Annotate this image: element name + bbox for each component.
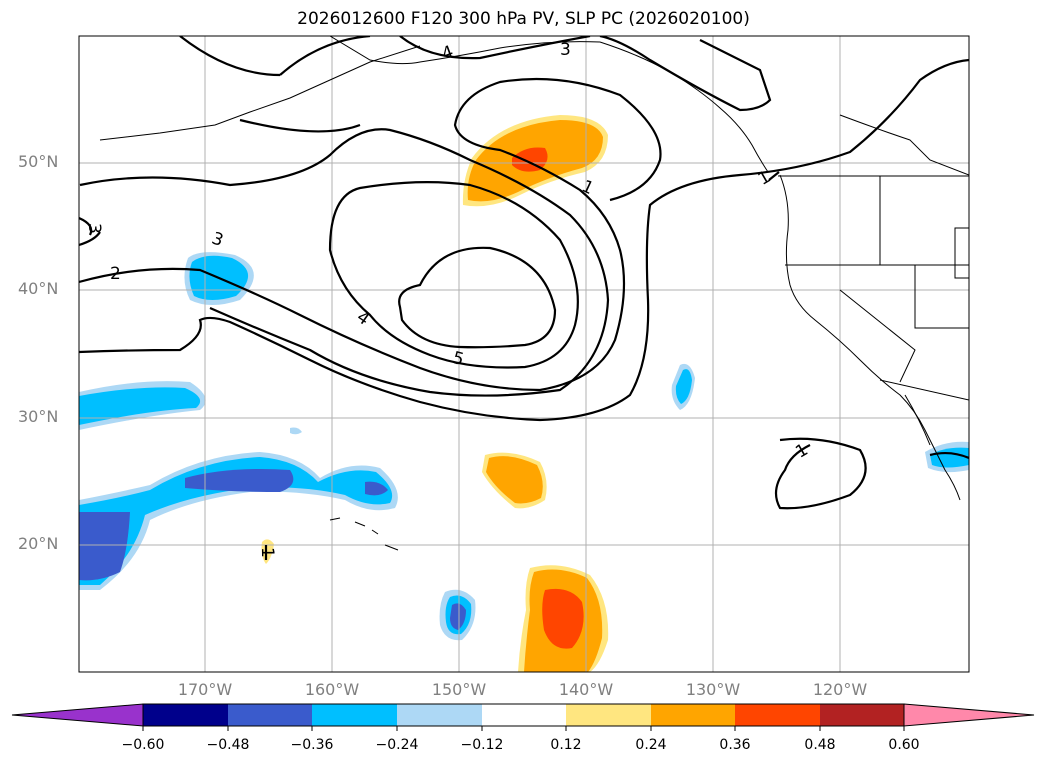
colorbar-segment <box>651 704 735 726</box>
colorbar-tick-label: −0.12 <box>460 737 504 753</box>
colorbar-tick-label: 0.24 <box>635 737 667 753</box>
pv-negative-shading <box>79 252 969 641</box>
colorbar-segment <box>482 704 566 726</box>
colorbar-tick-label: −0.60 <box>121 737 165 753</box>
colorbar-tick-label: 0.12 <box>550 737 582 753</box>
lon-label: 160°W <box>304 680 360 699</box>
contour-label: 3 <box>560 40 571 60</box>
contour-label: 5 <box>450 348 466 370</box>
lat-label: 40°N <box>18 279 59 298</box>
lat-label: 50°N <box>18 152 59 171</box>
contour-label: 2 <box>110 264 121 284</box>
colorbar-left-extension <box>11 703 144 727</box>
lon-label: 170°W <box>177 680 233 699</box>
colorbar-tick-label: −0.48 <box>206 737 250 753</box>
colorbar-tick-label: −0.36 <box>290 737 334 753</box>
lon-label: 130°W <box>685 680 741 699</box>
colorbar-segment <box>228 704 312 726</box>
colorbar-segment <box>566 704 651 726</box>
lon-label: 150°W <box>431 680 487 699</box>
lon-label: 120°W <box>812 680 868 699</box>
colorbar-segment <box>143 704 228 726</box>
contour-label: 3 <box>84 223 104 234</box>
colorbar-tick-label: 0.60 <box>888 737 920 753</box>
lat-label: 30°N <box>18 407 59 426</box>
slp-contours <box>79 36 969 560</box>
coastlines <box>99 36 969 551</box>
colorbar-tick-label: −0.24 <box>375 737 419 753</box>
colorbar <box>11 703 1035 731</box>
contour-label: 1 <box>257 547 277 558</box>
colorbar-tick-label: 0.48 <box>804 737 836 753</box>
colorbar-segment <box>397 704 482 726</box>
colorbar-right-extension <box>903 703 1035 727</box>
graticule <box>79 36 969 672</box>
colorbar-segment <box>820 704 904 726</box>
lat-label: 20°N <box>18 534 59 553</box>
colorbar-tick-label: 0.36 <box>719 737 751 753</box>
map-title: 2026012600 F120 300 hPa PV, SLP PC (2026… <box>297 9 750 29</box>
colorbar-segment <box>312 704 397 726</box>
map-frame <box>78 35 970 673</box>
colorbar-segment <box>735 704 820 726</box>
lon-label: 140°W <box>558 680 614 699</box>
